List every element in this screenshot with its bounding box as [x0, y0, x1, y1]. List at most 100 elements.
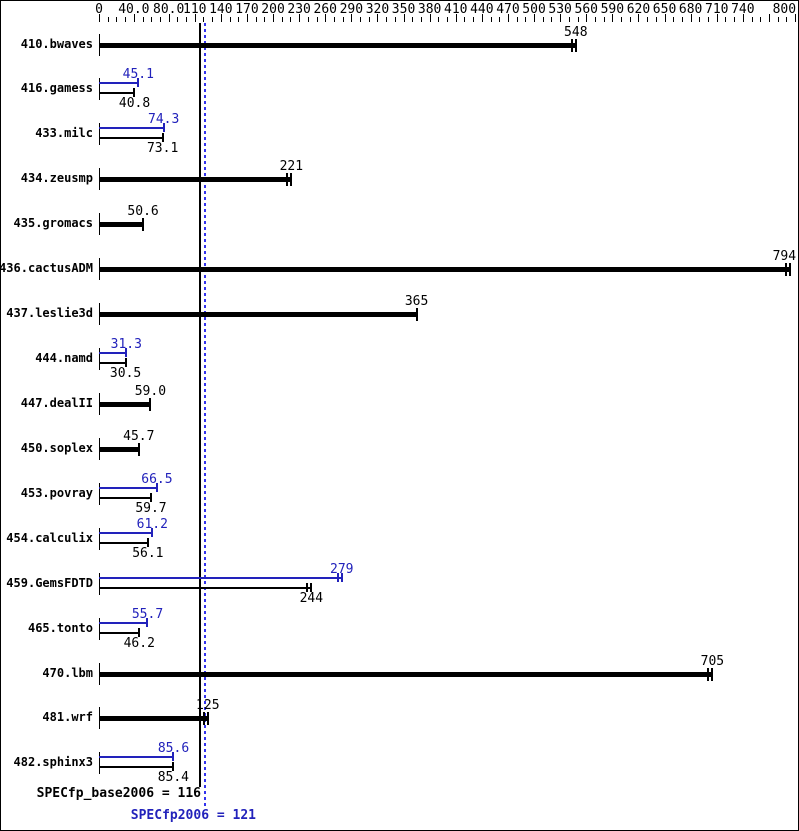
- base-bar: [99, 267, 790, 273]
- axis-tick: [490, 17, 492, 22]
- axis-tick-label: 230: [287, 2, 311, 17]
- base-value-label: 59.7: [135, 500, 167, 516]
- base-bar: [99, 716, 208, 722]
- axis-tick: [246, 14, 248, 22]
- peak-bar: [99, 531, 153, 534]
- base-value-label: 244: [299, 590, 324, 606]
- bar-end-tick: [133, 88, 136, 98]
- peak-value-label: 31.3: [110, 337, 142, 352]
- axis-tick: [586, 14, 588, 22]
- axis-tick: [786, 17, 788, 22]
- axis-tick: [299, 14, 301, 22]
- axis-tick-label: 80.0: [153, 2, 185, 17]
- base-value-label: 56.1: [132, 545, 164, 561]
- peak-bar: [99, 621, 148, 624]
- axis-tick-label: 470: [496, 2, 520, 17]
- bar-end-tick: [711, 667, 714, 681]
- axis-tick: [725, 17, 727, 22]
- peak-mean-reference-line: [204, 23, 207, 809]
- axis-tick: [655, 17, 657, 22]
- bar-end-tick: [306, 582, 309, 592]
- axis-tick: [351, 14, 353, 22]
- benchmark-label: 435.gromacs: [13, 216, 93, 231]
- base-bar: [99, 362, 126, 364]
- base-bar: [99, 586, 312, 589]
- bar-start-tick: [99, 572, 100, 595]
- bar-end-tick: [172, 752, 175, 762]
- bar-end-tick: [137, 442, 140, 456]
- bar-start-tick: [99, 617, 100, 640]
- axis-tick: [742, 14, 744, 22]
- base-value-label: 221: [279, 159, 304, 175]
- axis-tick-label: 380: [417, 2, 442, 17]
- axis-tick-label: 200: [261, 2, 285, 17]
- axis-tick-label: 740: [731, 2, 755, 17]
- axis-tick-label: 800: [772, 2, 797, 17]
- axis-tick: [768, 14, 770, 22]
- base-bar: [99, 312, 417, 318]
- axis-tick: [273, 14, 274, 22]
- axis-tick: [220, 14, 222, 22]
- axis-tick: [429, 14, 431, 22]
- benchmark-label: 454.calculix: [6, 530, 93, 545]
- axis-tick: [194, 14, 196, 22]
- axis-tick: [577, 17, 579, 22]
- axis-tick-label: 500: [522, 2, 546, 17]
- benchmark-label: 459.GemsFDTD: [6, 575, 93, 590]
- base-bar: [99, 177, 292, 183]
- base-value-label: 794: [772, 249, 797, 265]
- axis-tick: [603, 17, 605, 22]
- axis-tick-label: 710: [705, 2, 729, 17]
- bar-end-tick: [570, 38, 573, 52]
- axis-tick: [116, 17, 118, 22]
- axis-tick-label: 320: [365, 2, 390, 17]
- bar-start-tick: [99, 482, 100, 505]
- axis-tick: [560, 14, 562, 22]
- axis-tick: [638, 14, 640, 22]
- bar-end-tick: [138, 627, 141, 637]
- base-value-label: 85.4: [157, 770, 189, 786]
- axis-tick: [795, 14, 796, 22]
- axis-tick: [99, 14, 100, 22]
- axis-tick: [629, 17, 631, 22]
- base-value-label: 50.6: [127, 204, 159, 220]
- axis-tick: [699, 17, 701, 22]
- peak-value-label: 279: [330, 561, 354, 577]
- base-bar: [99, 42, 576, 48]
- base-bar: [99, 222, 144, 228]
- bar-end-tick: [202, 712, 205, 726]
- axis-tick: [551, 17, 553, 22]
- axis-tick: [499, 17, 501, 22]
- base-value-label: 548: [564, 24, 588, 40]
- base-value-label: 365: [404, 294, 429, 310]
- benchmark-label: 450.soplex: [20, 440, 93, 455]
- peak-value-label: 61.2: [136, 516, 168, 532]
- axis-tick: [690, 14, 692, 22]
- peak-summary-text: SPECfp2006 = 121: [130, 808, 256, 823]
- axis-tick: [681, 17, 683, 22]
- bar-end-tick: [788, 263, 791, 277]
- axis-tick: [420, 17, 422, 22]
- axis-tick: [264, 17, 266, 22]
- bar-end-tick: [162, 123, 165, 133]
- axis-tick-label: 290: [339, 2, 364, 17]
- peak-bar: [99, 576, 342, 579]
- axis-tick: [342, 17, 344, 22]
- base-value-label: 125: [196, 698, 220, 714]
- axis-tick: [168, 14, 170, 22]
- axis-tick: [212, 17, 214, 22]
- peak-bar: [99, 82, 139, 85]
- bar-end-tick: [146, 617, 149, 627]
- bar-end-tick: [336, 572, 339, 582]
- axis-tick-label: 590: [600, 2, 625, 17]
- axis-tick: [368, 17, 370, 22]
- base-value-label: 59.0: [134, 383, 167, 399]
- peak-value-label: 45.1: [122, 67, 154, 83]
- axis-tick: [255, 17, 257, 22]
- bar-end-tick: [290, 173, 293, 187]
- benchmark-label: 444.namd: [35, 351, 93, 365]
- benchmark-label: 465.tonto: [27, 620, 93, 635]
- axis-tick: [133, 14, 135, 22]
- benchmark-label: 436.cactusADM: [0, 261, 93, 276]
- axis-tick: [307, 17, 309, 22]
